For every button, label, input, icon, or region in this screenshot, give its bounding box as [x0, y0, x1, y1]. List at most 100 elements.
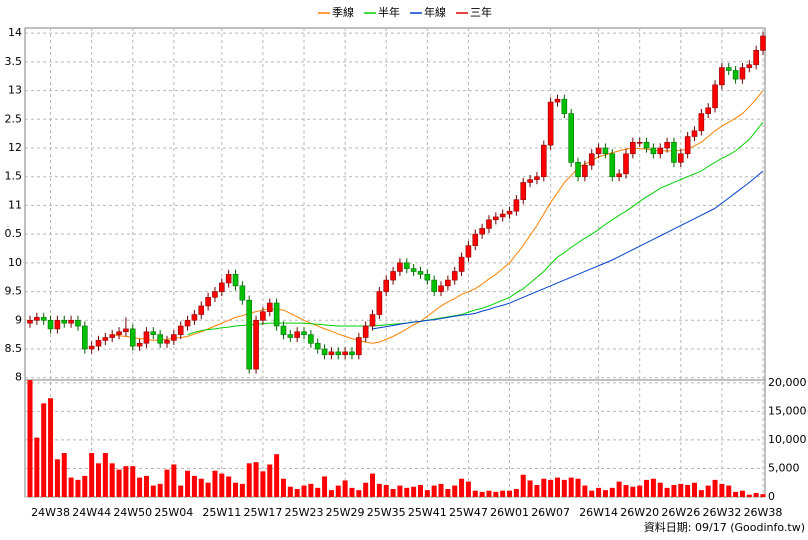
candle-body [547, 101, 554, 146]
candle-body [520, 182, 527, 200]
y-tick-label: 3.5 [5, 55, 23, 68]
x-tick-label: 24W44 [72, 506, 111, 519]
candle-body [588, 153, 595, 166]
candle-body [47, 319, 54, 330]
candle-body [356, 337, 362, 356]
candle-body [321, 348, 328, 356]
volume-bar [445, 489, 451, 497]
candle-body [691, 130, 698, 137]
candle-body [191, 314, 198, 321]
candle-body [136, 342, 143, 347]
x-tick-label: 26W14 [579, 506, 618, 519]
legend-label: 季線 [332, 5, 354, 19]
candle-body [150, 331, 157, 335]
candle-body [705, 107, 711, 114]
candle-body [623, 153, 629, 175]
volume-bar [308, 483, 314, 497]
candle-body [499, 213, 506, 218]
y-tick-label: 1.5 [5, 170, 23, 183]
candle-body [143, 331, 150, 344]
volume-bar [68, 477, 74, 497]
candle-body [451, 271, 458, 281]
candle-body [212, 291, 218, 298]
candle-body [746, 64, 753, 68]
candle-body [582, 164, 588, 178]
candle-body [438, 285, 444, 292]
x-tick-label: 24W50 [113, 506, 152, 519]
volume-bar [212, 470, 218, 497]
candle-body [116, 331, 122, 335]
candle-body [273, 302, 280, 327]
candle-body [225, 274, 232, 284]
volume-bar [116, 469, 122, 497]
candle-body [561, 98, 568, 114]
candle-body [34, 317, 40, 321]
volume-bar [459, 478, 465, 497]
candle-body [424, 274, 431, 281]
candle-body [171, 334, 177, 341]
volume-bar [685, 485, 691, 497]
volume-bar [424, 490, 430, 497]
x-tick-label: 25W04 [154, 506, 193, 519]
volume-bar [205, 482, 211, 497]
x-tick-label: 25W17 [243, 506, 282, 519]
volume-bar [143, 475, 149, 497]
volume-bar [41, 403, 47, 497]
candle-body [294, 331, 300, 338]
volume-bar [753, 493, 759, 497]
volume-bar [609, 487, 615, 497]
candle-body [232, 274, 239, 287]
candle-body [527, 179, 533, 183]
candle-body [266, 302, 273, 312]
volume-bar [178, 485, 184, 497]
volume-bar [493, 491, 499, 497]
candle-body [479, 228, 485, 235]
candle-body [719, 67, 725, 86]
candle-body [301, 331, 307, 335]
candle-body [287, 334, 294, 338]
volume-bar [390, 489, 396, 497]
candle-body [376, 291, 383, 315]
volume-bar [630, 486, 636, 497]
volume-bar [335, 485, 341, 497]
candle-body [684, 136, 691, 155]
y-tick-label: 9 [15, 313, 22, 326]
volume-bar [671, 485, 677, 497]
volume-bar [157, 483, 163, 497]
y-tick-label: 8 [15, 371, 22, 384]
volume-bar [363, 482, 369, 497]
y2-tick-label: 0 [768, 490, 775, 503]
volume-bar [520, 474, 526, 497]
candle-body [177, 325, 184, 335]
volume-bar [452, 485, 458, 497]
volume-bar [486, 490, 492, 497]
volume-bar [582, 485, 588, 497]
volume-bar [96, 463, 102, 497]
volume-bar [356, 490, 362, 497]
candle-body [109, 334, 116, 338]
y-tick-label: 9.5 [5, 285, 23, 298]
volume-bar [164, 469, 170, 497]
candle-body [342, 351, 348, 356]
volume-bar [328, 490, 334, 497]
candle-body [493, 216, 499, 221]
volume-bar [376, 483, 382, 497]
candle-body [27, 319, 33, 324]
y2-tick-label: 10,000 [768, 433, 807, 446]
candle-body [465, 245, 472, 258]
volume-bar [438, 483, 444, 497]
candle-body [184, 319, 191, 327]
volume-bar [34, 437, 40, 497]
candle-body [75, 319, 81, 327]
volume-bar [602, 490, 608, 497]
candle-body [397, 262, 403, 272]
candle-body [712, 84, 718, 109]
volume-bar [417, 485, 423, 497]
candle-body [664, 141, 670, 149]
candle-body [650, 147, 657, 155]
legend-label: 年線 [424, 5, 446, 19]
volume-bar [644, 479, 650, 497]
legend-label: 半年 [378, 5, 400, 19]
candle-body [725, 67, 732, 71]
